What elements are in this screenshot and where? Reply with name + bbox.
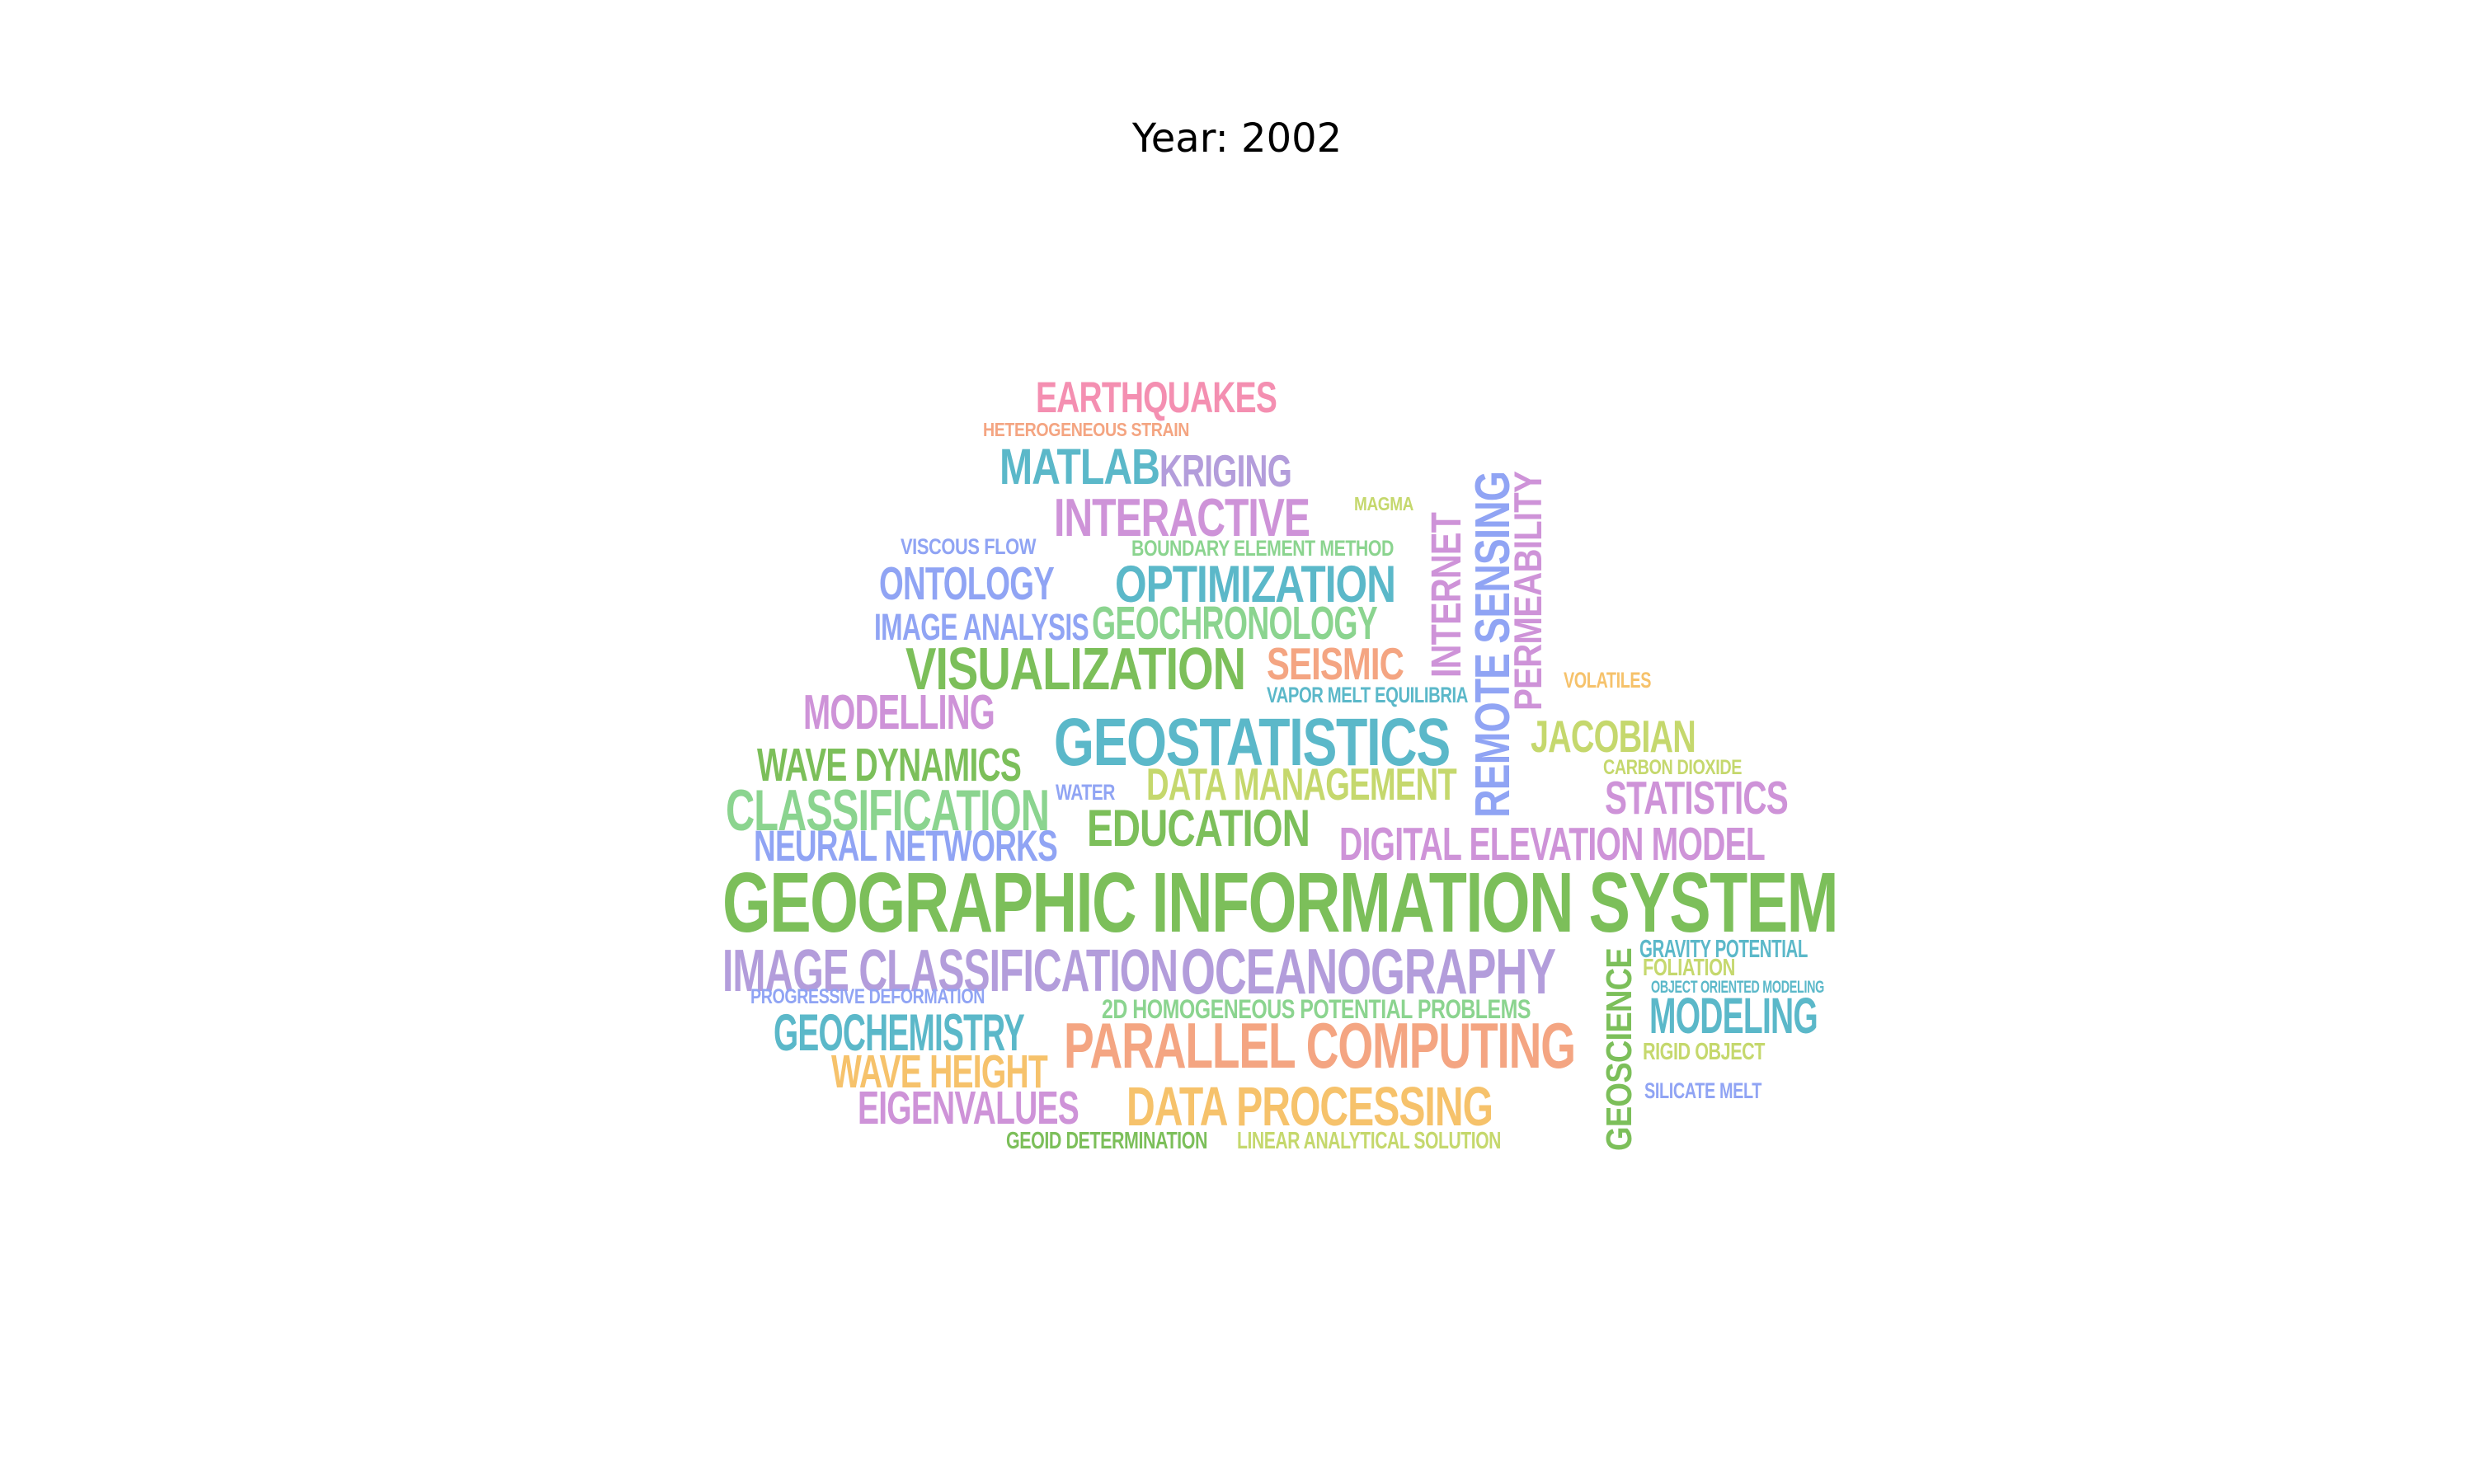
word-cloud-term: INTERACTIVE [1054, 488, 1310, 547]
chart-title: Year: 2002 [1131, 115, 1343, 162]
word-cloud-term: OCEANOGRAPHY [1181, 935, 1556, 1007]
word-cloud-term: GEOCHEMISTRY [774, 1004, 1025, 1062]
word-cloud-term: GEOID DETERMINATION [1006, 1128, 1207, 1154]
word-cloud-term: IMAGE CLASSIFICATION [722, 938, 1178, 1004]
word-cloud-term: IMAGE ANALYSIS [874, 606, 1089, 648]
word-cloud-term: GEOSCIENCE [1599, 948, 1639, 1151]
word-cloud-term: WATER [1056, 780, 1115, 805]
word-cloud-term: ONTOLOGY [879, 557, 1055, 610]
word-cloud-term: HETEROGENEOUS STRAIN [983, 419, 1189, 440]
word-cloud-term: GEOSTATISTICS [1054, 705, 1451, 780]
word-cloud-term: CLASSIFICATION [726, 777, 1050, 843]
word-cloud-term: DIGITAL ELEVATION MODEL [1339, 818, 1766, 871]
word-cloud-term: VOLATILES [1564, 668, 1651, 693]
word-cloud-term: MODELLING [803, 686, 995, 740]
word-cloud-term: MAGMA [1354, 493, 1413, 514]
word-cloud-term: LINEAR ANALYTICAL SOLUTION [1237, 1128, 1501, 1154]
word-cloud-term: PERMEABILITY [1507, 472, 1550, 711]
word-cloud-term: SILICATE MELT [1644, 1078, 1761, 1103]
word-cloud-term: DATA PROCESSING [1126, 1077, 1493, 1138]
word-cloud-term: EIGENVALUES [858, 1082, 1079, 1134]
word-cloud-term: OBJECT ORIENTED MODELING [1651, 978, 1824, 997]
word-cloud-term: PARALLEL COMPUTING [1064, 1009, 1576, 1082]
word-cloud-term: DATA MANAGEMENT [1146, 758, 1457, 810]
word-cloud-term: MATLAB [999, 439, 1160, 495]
word-cloud-term: GEOCHRONOLOGY [1092, 597, 1378, 650]
word-cloud-term: WAVE DYNAMICS [757, 739, 1022, 791]
word-cloud-term: WAVE HEIGHT [831, 1045, 1048, 1098]
word-cloud-term: MODELING [1649, 988, 1818, 1044]
word-cloud-term: INTERNET [1423, 513, 1470, 678]
word-cloud-term: CARBON DIOXIDE [1603, 757, 1742, 779]
word-cloud-term: VAPOR MELT EQUILIBRIA [1267, 683, 1468, 707]
word-cloud-term: VISCOUS FLOW [901, 534, 1036, 559]
word-cloud-term: PROGRESSIVE DEFORMATION [750, 986, 985, 1008]
word-cloud-term: FOLIATION [1643, 955, 1735, 981]
word-cloud-term: NEURAL NETWORKS [754, 822, 1058, 871]
word-cloud-term: RIGID OBJECT [1643, 1039, 1765, 1065]
word-cloud-term: GRAVITY POTENTIAL [1639, 935, 1808, 963]
word-cloud-term: VISUALIZATION [905, 636, 1246, 702]
word-cloud-term: STATISTICS [1605, 772, 1789, 824]
word-cloud-term: 2D HOMOGENEOUS POTENTIAL PROBLEMS [1102, 994, 1531, 1024]
word-cloud-term: SEISMIC [1267, 638, 1404, 689]
word-cloud-term: BOUNDARY ELEMENT METHOD [1131, 536, 1394, 561]
word-cloud-term: KRIGING [1159, 445, 1292, 496]
word-cloud-term: GEOGRAPHIC INFORMATION SYSTEM [722, 855, 1839, 950]
word-cloud-term: JACOBIAN [1531, 711, 1696, 762]
word-cloud-term: EDUCATION [1087, 800, 1310, 857]
word-cloud-term: OPTIMIZATION [1115, 556, 1396, 613]
word-cloud-term: EARTHQUAKES [1036, 373, 1277, 422]
